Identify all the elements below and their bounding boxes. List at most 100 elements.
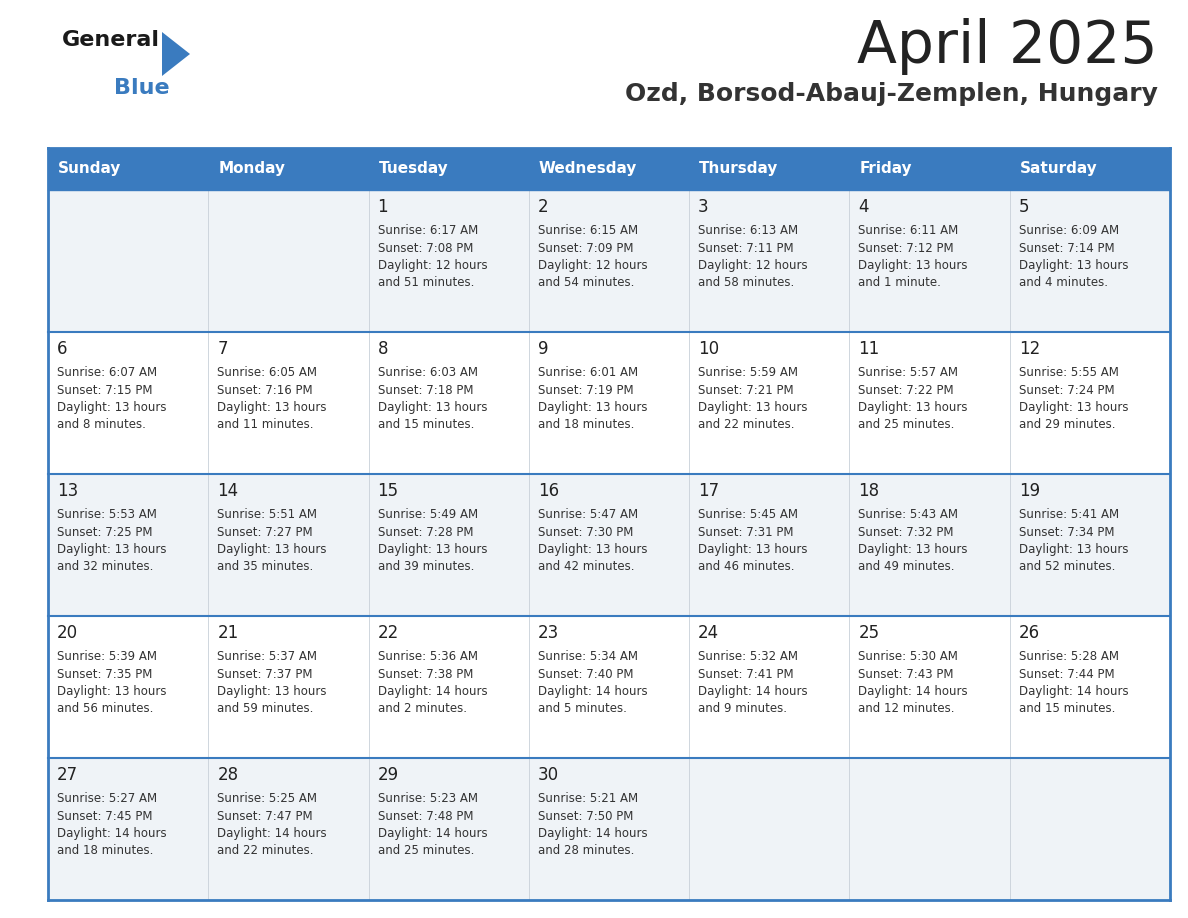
Text: Sunset: 7:09 PM: Sunset: 7:09 PM — [538, 241, 633, 254]
Text: General: General — [62, 30, 160, 50]
Text: Daylight: 13 hours: Daylight: 13 hours — [378, 401, 487, 414]
Text: Sunrise: 6:09 AM: Sunrise: 6:09 AM — [1019, 224, 1119, 237]
Bar — [368, 148, 529, 190]
Text: Monday: Monday — [219, 162, 285, 176]
Text: Daylight: 14 hours: Daylight: 14 hours — [538, 685, 647, 698]
Bar — [529, 148, 689, 190]
Text: Sunrise: 5:55 AM: Sunrise: 5:55 AM — [1019, 366, 1119, 379]
Text: Daylight: 14 hours: Daylight: 14 hours — [57, 827, 166, 840]
Text: Sunrise: 5:34 AM: Sunrise: 5:34 AM — [538, 650, 638, 663]
Text: Daylight: 14 hours: Daylight: 14 hours — [217, 827, 327, 840]
Text: Sunrise: 5:51 AM: Sunrise: 5:51 AM — [217, 508, 317, 521]
Text: Sunrise: 5:36 AM: Sunrise: 5:36 AM — [378, 650, 478, 663]
Text: Daylight: 13 hours: Daylight: 13 hours — [57, 401, 166, 414]
Text: Daylight: 13 hours: Daylight: 13 hours — [217, 543, 327, 556]
Text: 23: 23 — [538, 624, 560, 642]
Text: Sunrise: 5:23 AM: Sunrise: 5:23 AM — [378, 792, 478, 805]
Text: Sunrise: 5:39 AM: Sunrise: 5:39 AM — [57, 650, 157, 663]
Polygon shape — [162, 32, 190, 76]
Text: Sunrise: 6:13 AM: Sunrise: 6:13 AM — [699, 224, 798, 237]
Text: Daylight: 13 hours: Daylight: 13 hours — [538, 401, 647, 414]
Text: Wednesday: Wednesday — [539, 162, 637, 176]
Text: 16: 16 — [538, 482, 560, 500]
Text: Sunset: 7:28 PM: Sunset: 7:28 PM — [378, 525, 473, 539]
Text: Sunrise: 5:53 AM: Sunrise: 5:53 AM — [57, 508, 157, 521]
Text: Sunrise: 6:17 AM: Sunrise: 6:17 AM — [378, 224, 478, 237]
Bar — [208, 148, 368, 190]
Text: and 9 minutes.: and 9 minutes. — [699, 702, 788, 715]
Text: and 54 minutes.: and 54 minutes. — [538, 276, 634, 289]
Text: Daylight: 13 hours: Daylight: 13 hours — [699, 401, 808, 414]
Text: Sunrise: 5:30 AM: Sunrise: 5:30 AM — [859, 650, 959, 663]
Text: 27: 27 — [57, 766, 78, 784]
Text: Daylight: 14 hours: Daylight: 14 hours — [378, 685, 487, 698]
Text: Daylight: 14 hours: Daylight: 14 hours — [859, 685, 968, 698]
Text: and 15 minutes.: and 15 minutes. — [378, 419, 474, 431]
Text: 8: 8 — [378, 340, 388, 358]
Text: Sunrise: 5:21 AM: Sunrise: 5:21 AM — [538, 792, 638, 805]
Text: 3: 3 — [699, 198, 709, 216]
Text: April 2025: April 2025 — [858, 18, 1158, 75]
Text: and 32 minutes.: and 32 minutes. — [57, 561, 153, 574]
Text: Sunrise: 5:32 AM: Sunrise: 5:32 AM — [699, 650, 798, 663]
Text: Sunset: 7:12 PM: Sunset: 7:12 PM — [859, 241, 954, 254]
Text: Daylight: 14 hours: Daylight: 14 hours — [1019, 685, 1129, 698]
Text: Daylight: 13 hours: Daylight: 13 hours — [859, 543, 968, 556]
Text: Sunrise: 5:28 AM: Sunrise: 5:28 AM — [1019, 650, 1119, 663]
Text: and 35 minutes.: and 35 minutes. — [217, 561, 314, 574]
Text: Blue: Blue — [114, 78, 170, 98]
Text: 14: 14 — [217, 482, 239, 500]
Text: Sunset: 7:43 PM: Sunset: 7:43 PM — [859, 667, 954, 680]
Text: Sunset: 7:16 PM: Sunset: 7:16 PM — [217, 384, 312, 397]
Text: Sunset: 7:08 PM: Sunset: 7:08 PM — [378, 241, 473, 254]
Text: Sunrise: 6:11 AM: Sunrise: 6:11 AM — [859, 224, 959, 237]
Text: Sunset: 7:19 PM: Sunset: 7:19 PM — [538, 384, 633, 397]
Text: 21: 21 — [217, 624, 239, 642]
Text: Sunrise: 6:01 AM: Sunrise: 6:01 AM — [538, 366, 638, 379]
Text: and 51 minutes.: and 51 minutes. — [378, 276, 474, 289]
Text: Sunset: 7:38 PM: Sunset: 7:38 PM — [378, 667, 473, 680]
Text: Sunrise: 5:47 AM: Sunrise: 5:47 AM — [538, 508, 638, 521]
Text: Sunrise: 5:59 AM: Sunrise: 5:59 AM — [699, 366, 798, 379]
Text: Daylight: 13 hours: Daylight: 13 hours — [699, 543, 808, 556]
Text: 1: 1 — [378, 198, 388, 216]
Text: Sunset: 7:24 PM: Sunset: 7:24 PM — [1019, 384, 1114, 397]
Text: Sunset: 7:40 PM: Sunset: 7:40 PM — [538, 667, 633, 680]
Text: and 29 minutes.: and 29 minutes. — [1019, 419, 1116, 431]
Bar — [48, 616, 1170, 758]
Text: 30: 30 — [538, 766, 560, 784]
Text: Daylight: 13 hours: Daylight: 13 hours — [859, 401, 968, 414]
Bar — [48, 148, 208, 190]
Text: and 49 minutes.: and 49 minutes. — [859, 561, 955, 574]
Text: 2: 2 — [538, 198, 549, 216]
Text: 24: 24 — [699, 624, 719, 642]
Text: 15: 15 — [378, 482, 399, 500]
Text: Daylight: 14 hours: Daylight: 14 hours — [378, 827, 487, 840]
Text: and 15 minutes.: and 15 minutes. — [1019, 702, 1116, 715]
Text: 18: 18 — [859, 482, 879, 500]
Text: Sunset: 7:30 PM: Sunset: 7:30 PM — [538, 525, 633, 539]
Text: and 5 minutes.: and 5 minutes. — [538, 702, 627, 715]
Bar — [48, 190, 1170, 332]
Text: 7: 7 — [217, 340, 228, 358]
Text: Sunset: 7:48 PM: Sunset: 7:48 PM — [378, 810, 473, 823]
Text: Ozd, Borsod-Abauj-Zemplen, Hungary: Ozd, Borsod-Abauj-Zemplen, Hungary — [625, 82, 1158, 106]
Text: Sunday: Sunday — [58, 162, 121, 176]
Text: and 4 minutes.: and 4 minutes. — [1019, 276, 1107, 289]
Text: Daylight: 14 hours: Daylight: 14 hours — [538, 827, 647, 840]
Text: Sunset: 7:27 PM: Sunset: 7:27 PM — [217, 525, 312, 539]
Text: and 28 minutes.: and 28 minutes. — [538, 845, 634, 857]
Text: Sunset: 7:35 PM: Sunset: 7:35 PM — [57, 667, 152, 680]
Text: and 22 minutes.: and 22 minutes. — [699, 419, 795, 431]
Text: and 39 minutes.: and 39 minutes. — [378, 561, 474, 574]
Text: and 42 minutes.: and 42 minutes. — [538, 561, 634, 574]
Text: 25: 25 — [859, 624, 879, 642]
Text: Sunset: 7:47 PM: Sunset: 7:47 PM — [217, 810, 312, 823]
Text: Sunset: 7:22 PM: Sunset: 7:22 PM — [859, 384, 954, 397]
Text: and 59 minutes.: and 59 minutes. — [217, 702, 314, 715]
Bar — [689, 148, 849, 190]
Text: Daylight: 13 hours: Daylight: 13 hours — [57, 543, 166, 556]
Bar — [849, 148, 1010, 190]
Text: Daylight: 14 hours: Daylight: 14 hours — [699, 685, 808, 698]
Text: Sunrise: 6:07 AM: Sunrise: 6:07 AM — [57, 366, 157, 379]
